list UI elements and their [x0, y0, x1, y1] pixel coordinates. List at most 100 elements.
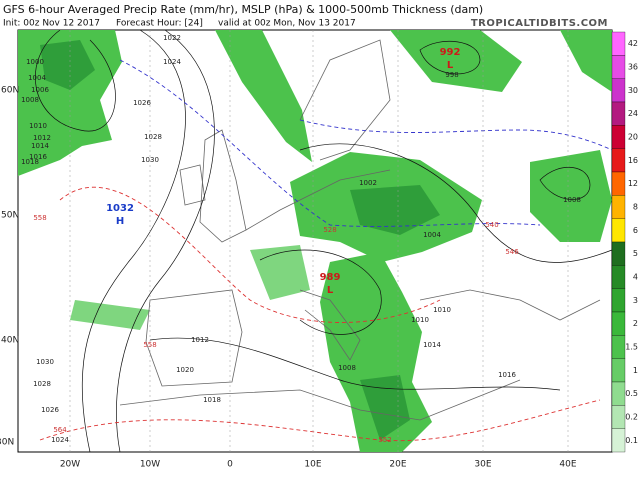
lon-label: 30E [474, 460, 491, 470]
isobar-label: 1010 [29, 122, 47, 130]
colorbar-label: 1 [633, 366, 638, 375]
thickness-line [39, 399, 601, 442]
colorbar-label: 5 [633, 249, 638, 258]
lon-label: 20W [60, 460, 80, 470]
isobar-label: 1008 [21, 96, 39, 104]
precip-area [560, 30, 612, 92]
colorbar-label: 20 [628, 133, 638, 142]
colorbar-swatch [611, 428, 626, 453]
colorbar-swatch [611, 288, 626, 313]
colorbar-swatch [611, 125, 626, 149]
colorbar-swatch [611, 171, 626, 196]
isobar [149, 337, 561, 391]
precip-area [390, 30, 522, 92]
coastline [179, 164, 206, 206]
colorbar-swatch [611, 381, 626, 406]
isobar [81, 29, 186, 453]
isobar [116, 29, 215, 453]
isobar [35, 29, 116, 132]
coastlines [119, 39, 601, 421]
colorbar-label: 0.5 [625, 389, 638, 398]
pressure-center-symbol: L [447, 60, 454, 71]
isobar-label: 1002 [359, 179, 377, 187]
lat-label: 60N [1, 86, 19, 96]
thickness-line [119, 59, 541, 227]
coastline [299, 289, 361, 361]
isobar-label: 1030 [36, 358, 54, 366]
lon-label: 10W [140, 460, 160, 470]
colorbar-swatch [611, 405, 626, 429]
thickness-line [299, 119, 613, 151]
isobar-label: 1000 [26, 58, 44, 66]
colorbar-swatch [611, 31, 626, 56]
lon-label: 20E [389, 460, 406, 470]
lat-label: 30N [0, 438, 14, 448]
isobar [259, 249, 382, 335]
title: GFS 6-hour Averaged Precip Rate (mm/hr),… [3, 3, 483, 16]
thickness-lines [39, 59, 613, 442]
isobar-label: 1020 [176, 366, 194, 374]
colorbar-label: 8 [633, 203, 638, 212]
isobar-label: 1004 [28, 74, 46, 82]
lon-label: 0 [227, 460, 233, 470]
colorbar-label: 0.1 [625, 436, 638, 445]
colorbar-label: 36 [628, 63, 638, 72]
isobar-label: 1018 [21, 158, 39, 166]
colorbar-swatch [611, 241, 626, 266]
isobar-label: 1006 [31, 86, 49, 94]
colorbar-swatch [611, 311, 626, 336]
colorbar-label: 4 [633, 273, 638, 282]
colorbar-swatch [611, 55, 626, 79]
site-credit: TROPICALTIDBITS.COM [471, 18, 608, 29]
thickness-label: 528 [323, 226, 336, 234]
isobar-label: 1010 [433, 306, 451, 314]
pressure-center-value: 1032 [106, 203, 134, 214]
isobar-label: 1026 [41, 406, 59, 414]
init-time: Init: 00z Nov 12 2017 [3, 19, 100, 29]
coastline [145, 289, 243, 387]
lon-label: 10E [304, 460, 321, 470]
isobar-label: 1014 [31, 142, 49, 150]
colorbar-label: 12 [628, 179, 638, 188]
isobar-label: 1010 [411, 316, 429, 324]
colorbar-label: 30 [628, 86, 638, 95]
isobars [35, 29, 613, 453]
isobar-label: 1028 [144, 133, 162, 141]
colorbar-swatch [611, 265, 626, 289]
colorbar-label: 2 [633, 319, 638, 328]
isobar-label: 1016 [29, 153, 47, 161]
colorbar-label: 42 [628, 39, 638, 48]
isobar-label: 1012 [33, 134, 51, 142]
isobar-label: 1012 [191, 336, 209, 344]
colorbar-swatch [611, 78, 626, 103]
isobar-label: 1004 [423, 231, 441, 239]
colorbar-swatch [611, 148, 626, 173]
labels: 42 36 30 24 20 16 12 8 6 5 4 3 2 1.5 1 0.5 0.2 0.1 60N 50N 4… [0, 31, 638, 470]
thickness-label: 558 [143, 341, 156, 349]
pressure-center-value: 992 [440, 47, 461, 58]
coastline [419, 289, 601, 321]
isobar-label: 1008 [563, 196, 581, 204]
precip-area [70, 300, 150, 330]
colorbar-label: 1.5 [625, 343, 638, 352]
colorbar-swatch [611, 358, 626, 383]
colorbar-swatch [611, 195, 626, 219]
isobar-label: 1028 [33, 380, 51, 388]
thickness-line [59, 186, 441, 323]
colorbar-swatch [611, 101, 626, 126]
isobar [419, 40, 481, 75]
isobar [299, 143, 613, 263]
colorbar-label: 24 [628, 109, 638, 118]
precip-areas [18, 30, 612, 452]
colorbar-label: 3 [633, 296, 638, 305]
graticule [69, 30, 569, 452]
isobar-label: 1008 [338, 364, 356, 372]
precip-area [40, 40, 95, 90]
colorbar-label: 6 [633, 226, 638, 235]
pressure-center-symbol: H [116, 216, 124, 227]
isobar-label: 1016 [498, 371, 516, 379]
colorbar-label: 0.2 [625, 413, 638, 422]
isobar-label: 1014 [423, 341, 441, 349]
lat-label: 50N [1, 211, 19, 221]
